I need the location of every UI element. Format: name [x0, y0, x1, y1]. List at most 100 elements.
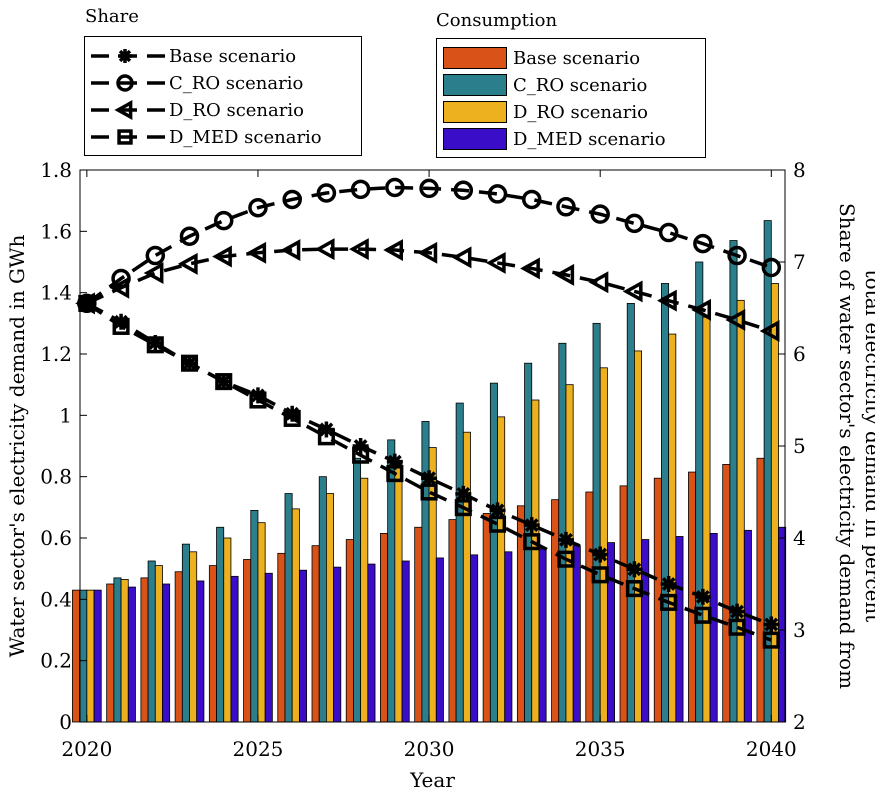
asterisk-marker — [352, 438, 369, 454]
bar-d-ro-2031 — [462, 431, 471, 723]
circle-marker — [590, 204, 610, 224]
square-marker — [454, 499, 472, 517]
point-base-2022 — [147, 334, 164, 351]
bar-d-med-2038 — [709, 533, 718, 723]
bar-d-ro-2033 — [531, 399, 540, 723]
circle-marker — [487, 184, 508, 204]
circle-marker — [727, 245, 747, 266]
bar-base-2020 — [72, 589, 81, 723]
bar-base-2029 — [380, 533, 389, 723]
triangle-marker — [212, 245, 232, 268]
y-tick-label: 0 — [59, 710, 72, 734]
point-d-ro-2040 — [759, 320, 780, 342]
bar-c-ro-2030 — [421, 421, 430, 723]
bar-base-2028 — [345, 539, 354, 723]
circle-marker — [693, 233, 713, 254]
bar-d-ro-2024 — [223, 537, 232, 723]
share-legend-item-d-ro: D_RO scenario — [85, 97, 304, 123]
triangle-marker — [177, 252, 198, 275]
circle-marker — [658, 222, 679, 243]
bar-d-ro-2028 — [360, 477, 369, 723]
point-c-ro-2029 — [385, 177, 405, 198]
square-marker — [694, 606, 712, 624]
share-legend-label: D_RO scenario — [169, 99, 304, 121]
triangle-marker — [114, 100, 133, 120]
consumption-legend-label: D_MED scenario — [513, 128, 666, 150]
circle-marker — [248, 197, 268, 218]
point-d-ro-2023 — [177, 252, 198, 275]
point-d-ro-2037 — [657, 289, 677, 312]
circle-marker — [419, 178, 439, 199]
square-marker — [117, 129, 133, 145]
square-marker — [420, 483, 438, 501]
point-d-ro-2024 — [212, 245, 232, 268]
consumption-legend-title: Consumption — [436, 10, 558, 31]
point-d-med-2032 — [488, 515, 507, 533]
bar-c-ro-2026 — [284, 493, 293, 723]
point-d-ro-2029 — [383, 239, 404, 262]
point-base-2029 — [386, 453, 403, 470]
square-marker — [591, 566, 609, 584]
point-d-med-2025 — [249, 391, 267, 409]
x-tick-label: 2040 — [746, 737, 797, 761]
bar-d-ro-2040 — [770, 283, 779, 723]
bar-c-ro-2037 — [661, 283, 670, 723]
consumption-legend-label: C_RO scenario — [513, 74, 648, 96]
bar-d-med-2022 — [162, 583, 171, 723]
square-marker — [112, 317, 130, 335]
y2-tick-label: 4 — [793, 526, 806, 550]
point-d-ro-2038 — [691, 298, 712, 321]
point-c-ro-2034 — [556, 197, 576, 217]
point-d-ro-2033 — [520, 257, 540, 280]
legend-marker-c-ro — [91, 74, 165, 92]
y-tick-label: 0.6 — [40, 526, 72, 550]
triangle-marker — [246, 241, 267, 264]
asterisk-marker — [523, 517, 540, 534]
x-axis-label: Year — [409, 768, 455, 792]
bar-base-2027 — [311, 545, 320, 723]
bar-d-med-2034 — [572, 545, 581, 723]
y-tick-label: 1.6 — [40, 219, 72, 243]
bar-d-med-2036 — [641, 539, 650, 723]
consumption-legend-item-c-ro: C_RO scenario — [443, 72, 647, 98]
y-tick-label: 0.2 — [40, 649, 72, 673]
legend-marker-d-med — [91, 129, 165, 145]
triangle-marker — [725, 308, 746, 331]
bar-d-ro-2038 — [702, 316, 711, 723]
asterisk-marker — [694, 588, 711, 605]
y-tick-label: 1.2 — [40, 342, 72, 366]
y2-tick-label: 3 — [793, 618, 806, 642]
bar-base-2040 — [756, 457, 765, 723]
point-c-ro-2024 — [213, 210, 234, 231]
y2-tick-label: 2 — [793, 710, 806, 734]
point-base-2038 — [694, 588, 711, 605]
consumption-legend-item-base: Base scenario — [443, 45, 640, 71]
x-tick-label: 2030 — [404, 737, 455, 761]
triangle-marker — [417, 241, 438, 264]
asterisk-marker — [592, 546, 609, 563]
bar-d-ro-2037 — [668, 333, 677, 723]
asterisk-marker — [729, 603, 746, 620]
bar-base-2035 — [585, 491, 594, 723]
consumption-legend-item-d-ro: D_RO scenario — [443, 99, 648, 125]
share-lines — [75, 177, 782, 649]
point-c-ro-2026 — [282, 189, 302, 210]
square-marker — [283, 409, 301, 427]
asterisk-marker — [421, 470, 438, 487]
point-d-med-2029 — [386, 465, 404, 483]
point-d-ro-2027 — [314, 238, 335, 261]
point-d-med-2024 — [215, 373, 233, 391]
y-axis-label: Water sector's electricity demand in GWh — [5, 235, 29, 658]
square-marker — [523, 533, 541, 551]
triangle-marker — [691, 298, 712, 321]
point-base-2028 — [352, 438, 369, 454]
bar-d-med-2030 — [435, 557, 444, 723]
circle-marker — [624, 213, 645, 234]
point-base-2033 — [523, 517, 540, 534]
bar-d-ro-2027 — [326, 493, 335, 723]
triangle-marker — [143, 262, 164, 285]
point-c-ro-2022 — [145, 245, 166, 266]
point-d-med-2022 — [146, 336, 164, 354]
triangle-marker — [280, 239, 301, 262]
point-d-ro-2022 — [143, 262, 164, 285]
